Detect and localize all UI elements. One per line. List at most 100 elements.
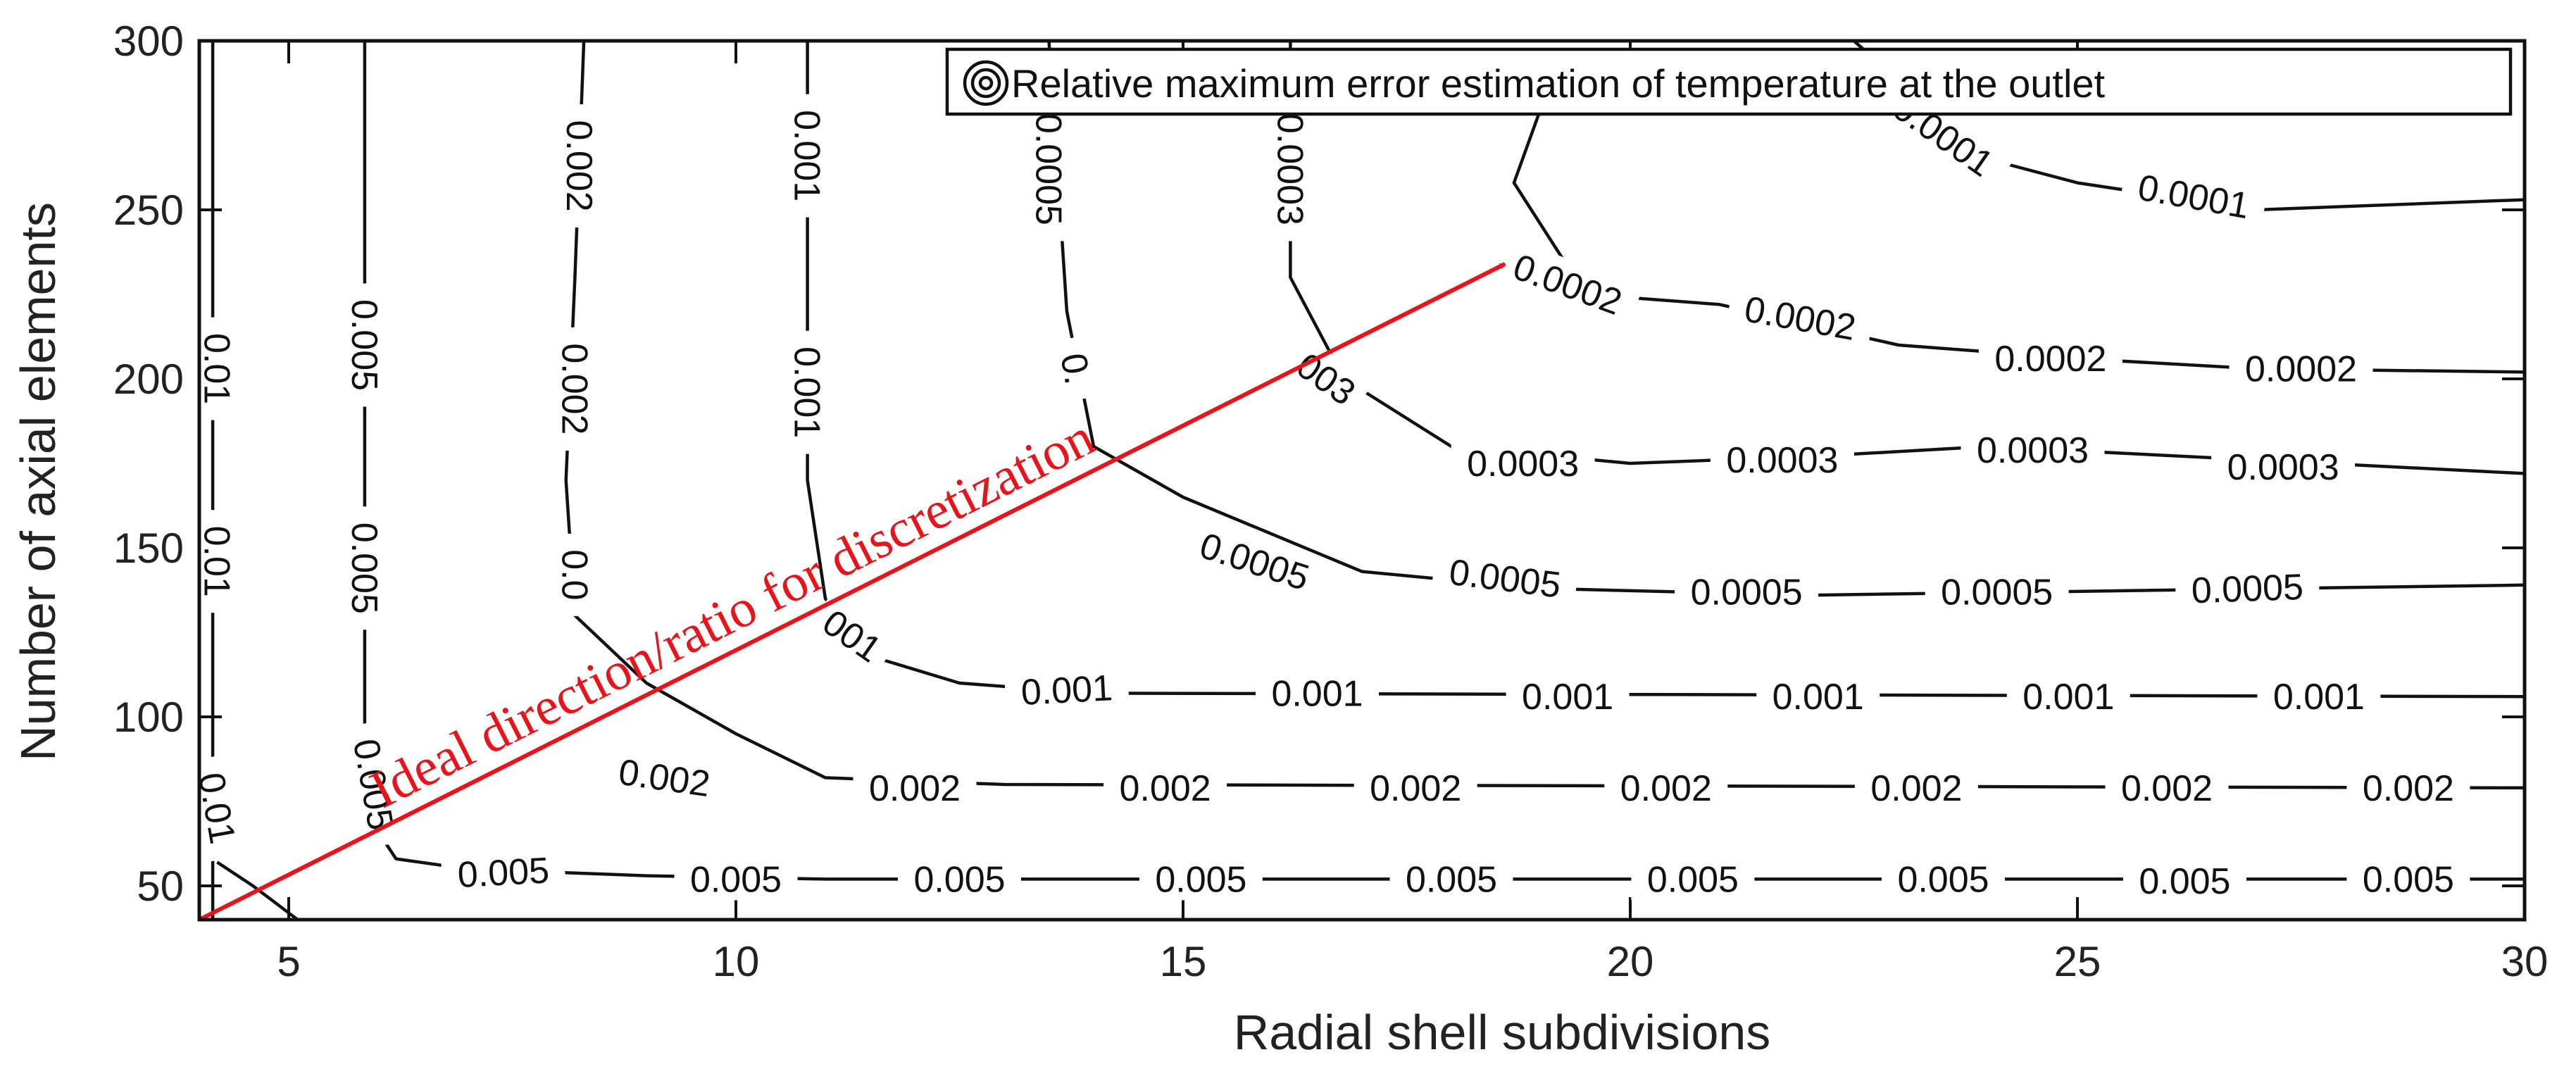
x-tick-label: 10 [713,938,760,985]
contour-label: 0. [1052,350,1098,387]
contour-label: 0.005 [2363,859,2454,900]
contour-label-group: 0.005 [2122,856,2246,902]
x-tick-label: 25 [2054,938,2101,985]
contour-label-group: 0.002 [1604,763,1728,809]
contour-label-background [1139,855,1263,901]
contour-label: 0.005 [344,299,384,391]
contour-label: 0.001 [1772,677,1864,718]
contour-label-group: 0.005 [898,855,1021,901]
contour-label-group: 0.002 [1854,763,1978,809]
contour-label-background [1180,516,1331,604]
contour-label-group: 0.005 [343,283,389,407]
contour-label: 0.0 [554,549,594,600]
contour-label-background [2229,344,2373,390]
contour-label-background [1882,855,2005,901]
contour-label: 0.002 [2121,768,2213,809]
contour-label-group: 0.005 [1882,855,2005,901]
contour-line-0.0002 [1512,73,2525,374]
contour-label-group: 0.005 [1389,855,1513,901]
contour-label: 0.002 [558,120,599,212]
x-tick-label: 30 [2501,938,2549,985]
contour-label-background [600,745,729,808]
contour-label: 0.002 [1370,768,1461,809]
contour-label-background [1506,672,1630,718]
contour-label-group: 0.002 [558,104,604,228]
contour-label-group: 0.0003 [2211,442,2356,488]
contour-label-group: 0.0003 [1961,425,2105,471]
ideal-direction-arrow [198,262,1505,922]
contour-label-group: 0.005 [440,845,566,897]
contour-label-background [1631,855,1755,901]
y-tick-label: 200 [113,356,184,403]
contour-label-group: 0.001 [786,330,832,454]
contour-label-group: 0.0003 [1269,97,1315,242]
contour-label-group: 0.005 [343,506,389,630]
legend-box [945,47,2513,116]
contour-label: 0.005 [456,850,550,896]
contour-label-background [674,855,798,901]
contour-label-background [2257,672,2381,718]
contour-label-background [440,845,566,897]
contour-label-background [2119,160,2269,230]
contour-label-group: 0.005 [2346,855,2470,901]
contour-label-group: 0.002 [853,763,977,809]
contour-label: 0.002 [1870,768,1962,809]
contour-label-group: 0.002 [2346,763,2470,809]
y-axis-title: Number of axial elements [11,202,65,761]
contour-label: 0.001 [1522,677,1613,718]
contour-label: 0.005 [1406,859,1497,900]
axes-frame [197,39,2527,922]
legend: Relative maximum error estimation of tem… [945,47,2513,116]
contour-label: 0.0005 [1691,572,1803,613]
contour-label-group: 0.0005 [1027,97,1073,242]
contour-label-background [1725,282,1875,351]
contour-label: 0.0005 [1028,113,1069,225]
contour-label-background [1492,237,1644,329]
contour-label: 0.01 [196,526,237,597]
contour-label: 0.005 [913,859,1005,900]
y-tick-label: 150 [113,525,184,572]
x-tick-label: 20 [1607,938,1654,985]
contour-label: 0.01 [196,333,237,404]
contour-label-group: 0.001 [786,94,832,218]
contour-label-background [786,94,832,218]
contour-label-group: 0.002 [1353,763,1477,809]
x-tick-label: 15 [1160,938,1207,985]
y-tick-label: 50 [137,863,184,910]
contour-label-background [187,753,250,863]
contour-label-group: 0.001 [2006,672,2130,718]
contour-label-group: 0.01 [196,510,242,613]
contour-label: 0.001 [1020,668,1113,713]
contour-label-group: 0. [1049,334,1105,404]
contour-label: 0.0005 [1941,572,2053,613]
contour-label-background [2105,763,2229,809]
contour-label-background [1756,672,1880,718]
contour-label-group: 0.0 [554,533,599,616]
contour-label-group: 0.01 [196,317,242,420]
contour-label-background [1604,763,1728,809]
contour-label-background [1353,763,1477,809]
contour-label-background [343,283,389,407]
contour-label-background [1027,97,1073,242]
contour-label-background [1280,335,1374,420]
contour-label-group: 0.0002 [2229,344,2373,390]
contour-label-background [1003,663,1130,715]
contour-label: 0.0003 [2227,447,2339,488]
contour-label-group: 0.001 [1506,672,1630,718]
contour-label-background [1710,436,1854,482]
y-tick-label: 300 [113,18,184,65]
contour-label-background [1961,425,2105,471]
contour-label-background [1854,763,1978,809]
contour-label: 0.005 [690,859,782,900]
contour-label: 0.0002 [2245,349,2357,390]
contour-label: 0.002 [1620,768,1712,809]
contour-label-group: 0.001 [1003,663,1130,715]
contour-label-background [1103,763,1227,809]
contour-label: 0.002 [869,768,961,809]
contour-label-background [554,327,599,451]
contour-label: 0.0002 [1994,339,2106,380]
contour-label-group: 0.0005 [1431,546,1580,608]
contour-label-background [1389,855,1513,901]
contour-label: 0.0003 [1726,440,1838,481]
y-tick-label: 250 [113,187,184,234]
